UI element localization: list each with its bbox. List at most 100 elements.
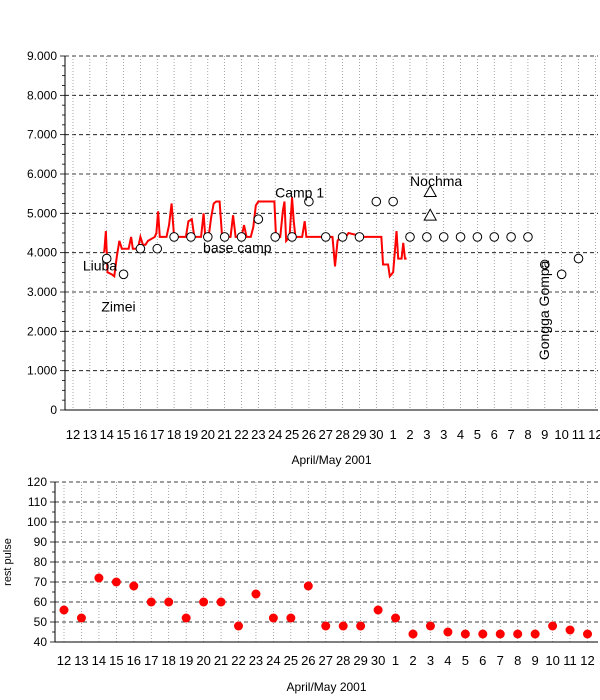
- pulse-point: [548, 621, 558, 631]
- camp-marker: [573, 253, 584, 264]
- x-tick-label: 11: [572, 427, 586, 442]
- x-tick-label: 6: [479, 653, 486, 668]
- camp-marker: [438, 232, 449, 242]
- pulse-point: [373, 605, 383, 615]
- y-tick-label: 2.000: [27, 324, 57, 338]
- y-tick-label: 50: [34, 615, 48, 629]
- y-tick-label: 0: [50, 403, 57, 417]
- camp-marker: [101, 253, 112, 264]
- x-tick-label: 24: [266, 653, 280, 668]
- x-tick-label: 18: [161, 653, 175, 668]
- pulse-point: [303, 581, 313, 591]
- annotation-label: base camp: [203, 240, 272, 256]
- y-tick-label: 6.000: [27, 167, 57, 181]
- x-tick-label: 20: [201, 427, 215, 442]
- x-tick-label: 10: [545, 653, 559, 668]
- camp-marker: [455, 232, 466, 242]
- camp-marker: [152, 243, 163, 254]
- pulse-point: [321, 621, 331, 631]
- camp-marker: [489, 232, 500, 242]
- x-tick-label: 14: [99, 427, 113, 442]
- x-tick-label: 15: [109, 653, 123, 668]
- x-tick-label: 2: [406, 427, 413, 442]
- x-tick-label: 27: [319, 427, 333, 442]
- pulse-point: [565, 625, 575, 635]
- y-tick-label: 1.000: [27, 364, 57, 378]
- annotation-label: Nochma: [410, 173, 462, 189]
- pulse-point: [338, 621, 348, 631]
- camp-marker: [270, 232, 281, 242]
- camp-marker: [472, 232, 483, 242]
- x-tick-label: 16: [133, 427, 147, 442]
- pulse-point: [460, 629, 470, 639]
- pulse-point: [443, 627, 453, 637]
- y-tick-label: 5.000: [27, 206, 57, 220]
- camp-marker: [287, 232, 297, 242]
- x-tick-label: 26: [301, 653, 315, 668]
- x-tick-label: 21: [217, 427, 231, 442]
- y-tick-label: 90: [34, 535, 48, 549]
- y-tick-label: 80: [34, 555, 48, 569]
- pulse-point: [530, 629, 540, 639]
- camp-marker: [118, 269, 129, 280]
- pulse-point: [146, 597, 156, 607]
- pulse-point: [408, 629, 418, 639]
- x-tick-label: 3: [440, 427, 447, 442]
- x-tick-label: 1: [390, 427, 397, 442]
- pulse-point: [495, 629, 505, 639]
- x-tick-label: 8: [524, 427, 531, 442]
- camp-marker: [219, 232, 230, 242]
- x-tick-label: 25: [285, 427, 299, 442]
- camp-marker: [135, 243, 146, 254]
- x-tick-label: 13: [74, 653, 88, 668]
- camp-marker: [320, 232, 331, 242]
- x-tick-label: 29: [352, 427, 366, 442]
- x-tick-label: 5: [474, 427, 481, 442]
- pulse-point: [425, 621, 435, 631]
- x-tick-label: 19: [184, 427, 198, 442]
- y-tick-label: 7.000: [27, 128, 57, 142]
- x-tick-label: 26: [302, 427, 316, 442]
- triangle-marker: [423, 208, 438, 221]
- x-tick-label: 11: [563, 653, 577, 668]
- pulse-point: [356, 621, 366, 631]
- pulse-point: [268, 613, 278, 623]
- camp-marker: [236, 232, 247, 242]
- y-tick-label: 4.000: [27, 246, 57, 260]
- x-tick-label: 17: [150, 427, 164, 442]
- camp-marker: [203, 232, 213, 242]
- x-tick-label: 14: [92, 653, 106, 668]
- x-tick-label: 4: [457, 427, 464, 442]
- x-tick-label: 6: [491, 427, 498, 442]
- x-axis-label: April/May 2001: [291, 453, 371, 467]
- pulse-point: [111, 577, 121, 587]
- x-tick-label: 30: [371, 653, 385, 668]
- pulse-point: [199, 597, 209, 607]
- x-tick-label: 8: [514, 653, 521, 668]
- pulse-point: [164, 597, 174, 607]
- y-tick-label: 70: [34, 575, 48, 589]
- x-tick-label: 18: [167, 427, 181, 442]
- x-tick-label: 12: [580, 653, 594, 668]
- x-tick-label: 22: [234, 427, 248, 442]
- x-tick-label: 23: [249, 653, 263, 668]
- x-tick-label: 22: [231, 653, 245, 668]
- pulse-point: [181, 613, 191, 623]
- x-tick-label: 15: [116, 427, 130, 442]
- x-tick-label: 28: [336, 653, 350, 668]
- y-tick-label: 120: [27, 475, 47, 489]
- x-tick-label: 3: [423, 427, 430, 442]
- pulse-point: [251, 589, 261, 599]
- x-tick-label: 19: [179, 653, 193, 668]
- pulse-point: [478, 629, 488, 639]
- camp-marker: [540, 259, 550, 270]
- camp-marker: [523, 232, 533, 242]
- x-tick-label: 30: [369, 427, 383, 442]
- pulse-point: [129, 581, 139, 591]
- altitude-chart: 0 1.000 2.000 3.000 4.000 5.000 6.000 7.000 8.00…: [27, 49, 600, 467]
- x-tick-label: 23: [251, 427, 265, 442]
- pulse-point: [513, 629, 523, 639]
- x-tick-label: 12: [57, 653, 71, 668]
- x-tick-label: 20: [196, 653, 210, 668]
